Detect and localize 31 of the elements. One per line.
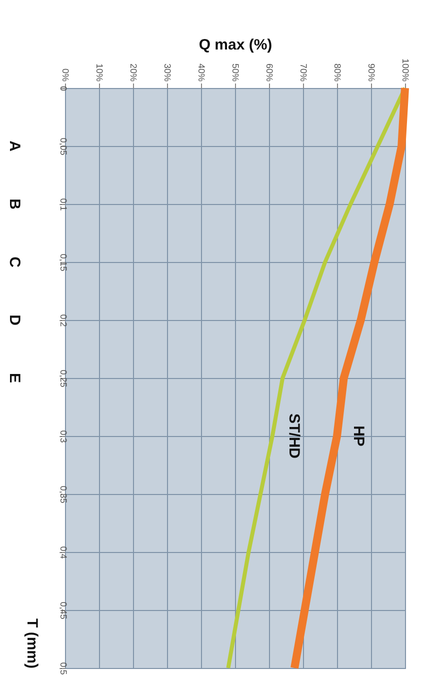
text: ST/HD <box>285 414 302 459</box>
y-tick-label: 0,05 <box>58 138 68 156</box>
x-tick-label: 20% <box>128 63 138 82</box>
x-tick-label: 70% <box>298 63 308 82</box>
text: D <box>6 314 23 326</box>
text: HP <box>350 426 367 446</box>
x-tick-label: 60% <box>264 63 274 82</box>
y-tick-label: 0,3 <box>58 430 68 443</box>
x-tick-label: 90% <box>366 63 376 82</box>
text: C <box>6 256 23 268</box>
y-tick-label: 0,45 <box>58 602 68 620</box>
y-tick-label: 0,15 <box>58 254 68 272</box>
text: A <box>6 140 23 152</box>
y-tick-label: 0,35 <box>58 486 68 504</box>
y-tick-label: 0,4 <box>58 546 68 559</box>
y-tick-label: 0,5 <box>58 662 68 675</box>
x-tick-label: 100% <box>400 58 410 82</box>
x-axis-title: Q max (%) <box>198 36 272 54</box>
text: E <box>6 372 23 384</box>
x-tick-label: 50% <box>230 63 240 82</box>
x-tick-label: 80% <box>332 63 342 82</box>
x-tick-label: 0% <box>60 68 70 82</box>
y-tick-label: 0,25 <box>58 370 68 388</box>
text: B <box>6 198 23 210</box>
x-tick-label: 30% <box>162 63 172 82</box>
y-tick-label: 0,2 <box>58 314 68 327</box>
x-tick-label: 10% <box>94 63 104 82</box>
y-tick-label: 0,1 <box>58 198 68 211</box>
x-tick-label: 40% <box>196 63 206 82</box>
y-tick-label: 0 <box>58 86 68 92</box>
y-axis-title: T (mm) <box>24 618 40 668</box>
